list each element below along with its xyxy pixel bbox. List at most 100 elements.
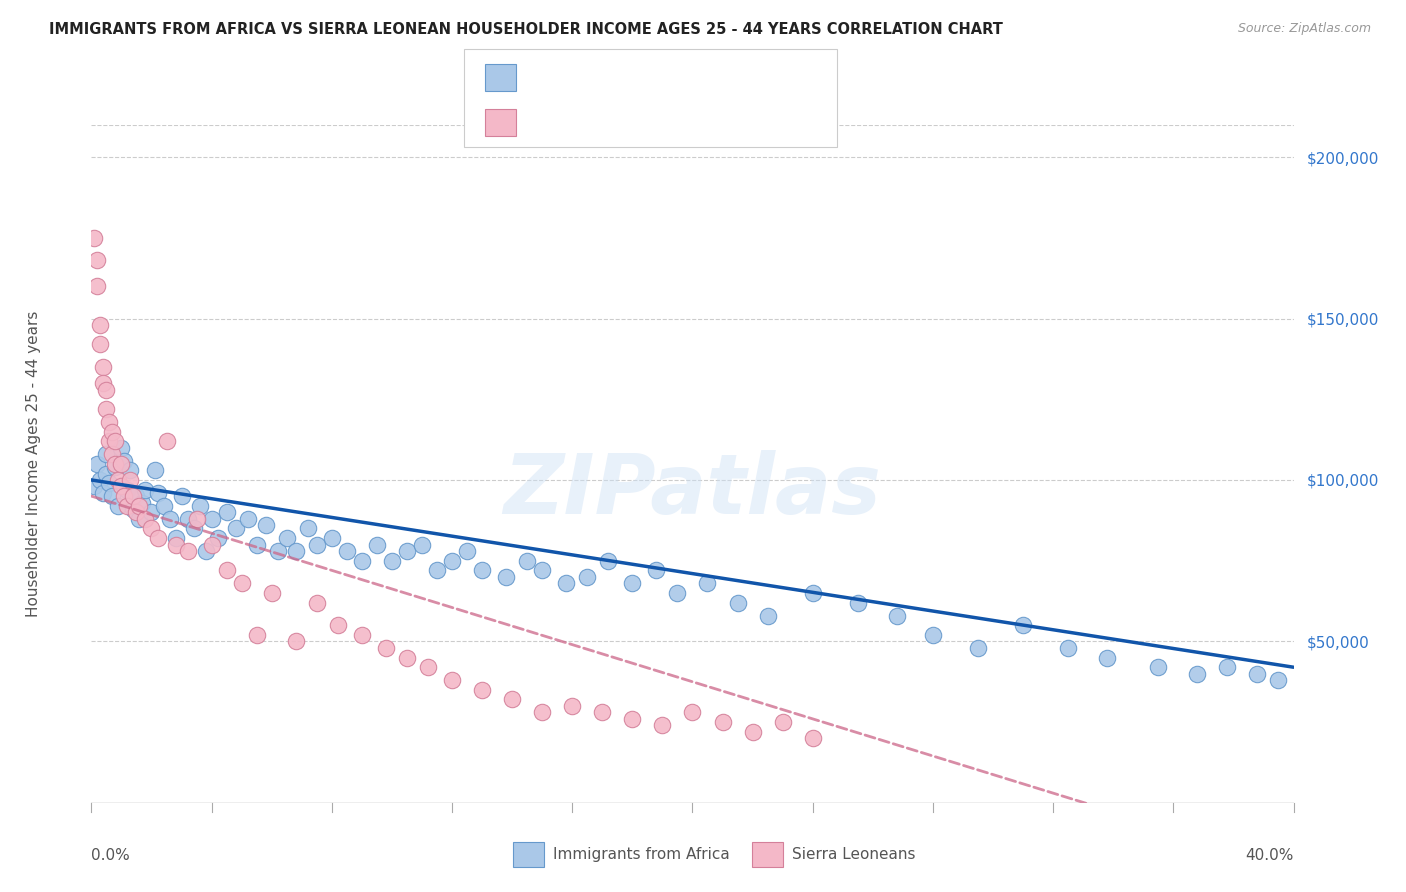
Point: [117, 483, 139, 497]
Point: [801, 731, 824, 746]
Point: [598, 554, 620, 568]
Point: [215, 563, 238, 577]
Point: [621, 576, 644, 591]
Point: [201, 537, 224, 551]
Point: [297, 521, 319, 535]
Point: [1267, 673, 1289, 687]
Point: [471, 682, 494, 697]
Point: [772, 715, 794, 730]
Point: [711, 715, 734, 730]
Point: [215, 505, 238, 519]
Point: [967, 640, 990, 655]
Point: [89, 337, 111, 351]
Point: [120, 473, 142, 487]
Point: [146, 531, 169, 545]
Point: [98, 415, 121, 429]
Point: [98, 434, 121, 449]
Point: [83, 231, 105, 245]
Point: [104, 460, 127, 475]
Point: [86, 253, 108, 268]
Point: [86, 279, 108, 293]
Point: [440, 673, 463, 687]
Text: 56: 56: [699, 113, 720, 131]
Point: [374, 640, 396, 655]
Point: [395, 544, 418, 558]
Point: [104, 434, 127, 449]
Text: 40.0%: 40.0%: [1246, 848, 1294, 863]
Point: [495, 570, 517, 584]
Point: [120, 463, 142, 477]
Point: [231, 576, 253, 591]
Text: R =: R =: [530, 113, 567, 131]
Text: Householder Income Ages 25 - 44 years: Householder Income Ages 25 - 44 years: [27, 310, 41, 617]
Point: [591, 706, 613, 720]
Point: [96, 447, 118, 461]
Point: [561, 698, 583, 713]
Point: [114, 489, 136, 503]
Point: [471, 563, 494, 577]
Point: [727, 596, 749, 610]
Point: [141, 505, 163, 519]
Point: [134, 512, 156, 526]
Point: [531, 706, 554, 720]
Point: [284, 634, 307, 648]
Point: [1246, 666, 1268, 681]
Point: [93, 376, 115, 391]
Point: [366, 537, 388, 551]
Text: Source: ZipAtlas.com: Source: ZipAtlas.com: [1237, 22, 1371, 36]
Point: [381, 554, 404, 568]
Point: [89, 318, 111, 332]
Point: [186, 512, 208, 526]
Point: [350, 628, 373, 642]
Point: [886, 608, 908, 623]
Point: [101, 489, 124, 503]
Point: [110, 479, 132, 493]
Point: [170, 489, 193, 503]
Text: -0.257: -0.257: [572, 113, 626, 131]
Point: [165, 537, 187, 551]
Point: [201, 512, 224, 526]
Point: [128, 499, 150, 513]
Point: [89, 473, 111, 487]
Point: [260, 586, 283, 600]
Point: [501, 692, 523, 706]
Point: [159, 512, 181, 526]
Point: [426, 563, 449, 577]
Point: [131, 495, 153, 509]
Point: [395, 650, 418, 665]
Point: [236, 512, 259, 526]
Point: [188, 499, 211, 513]
Point: [531, 563, 554, 577]
Point: [1095, 650, 1118, 665]
Point: [411, 537, 433, 551]
Point: [93, 486, 115, 500]
Point: [621, 712, 644, 726]
Point: [681, 706, 703, 720]
Point: [246, 628, 269, 642]
Point: [416, 660, 439, 674]
Point: [846, 596, 869, 610]
Point: [110, 441, 132, 455]
Point: [146, 486, 169, 500]
Point: [114, 453, 136, 467]
Point: [194, 544, 217, 558]
Point: [645, 563, 668, 577]
Point: [83, 479, 105, 493]
Point: [183, 521, 205, 535]
Point: [1216, 660, 1239, 674]
Point: [110, 457, 132, 471]
Point: [122, 489, 145, 503]
Point: [516, 554, 538, 568]
Text: IMMIGRANTS FROM AFRICA VS SIERRA LEONEAN HOUSEHOLDER INCOME AGES 25 - 44 YEARS C: IMMIGRANTS FROM AFRICA VS SIERRA LEONEAN…: [49, 22, 1002, 37]
Point: [125, 505, 148, 519]
Point: [284, 544, 307, 558]
Point: [696, 576, 718, 591]
Point: [96, 467, 118, 481]
Point: [104, 457, 127, 471]
Point: [143, 463, 166, 477]
Point: [128, 512, 150, 526]
Point: [326, 618, 349, 632]
Text: -0.634: -0.634: [572, 69, 626, 87]
Point: [336, 544, 359, 558]
Point: [576, 570, 599, 584]
